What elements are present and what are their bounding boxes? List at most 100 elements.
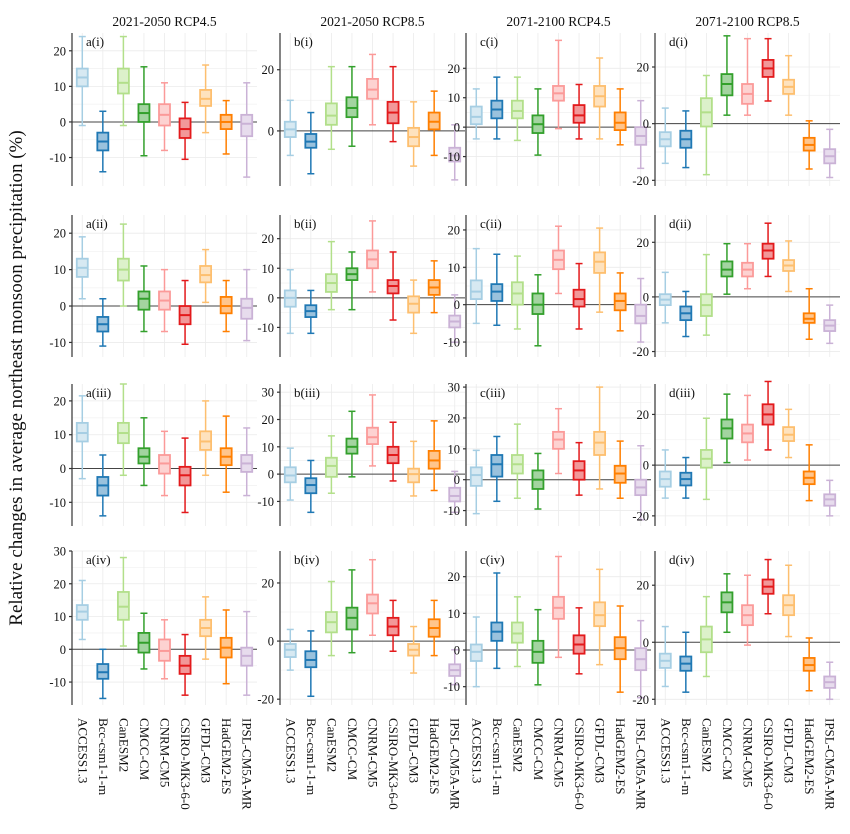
y-tick-label: 0	[643, 459, 649, 473]
panel-biii: -10 0 10 20 30 b(iii)	[257, 384, 465, 526]
box-canesm2	[510, 76, 524, 142]
box-cnrm-cm5	[158, 268, 171, 333]
box-cmcc-cm	[720, 242, 734, 295]
y-tick-label: 0	[268, 124, 274, 138]
box-cnrm-cm5	[741, 574, 754, 646]
box-hadgem2-es	[427, 260, 441, 314]
y-tick-label: 20	[448, 223, 461, 237]
box-bcc-csm1-1-m	[490, 253, 504, 326]
box-bcc-csm1-1-m	[304, 459, 318, 514]
panel-bi: 0 20 b(i)	[262, 33, 465, 186]
y-tick-label: -10	[443, 504, 460, 518]
x-tick-label: Bcc-csm1-1-m	[679, 718, 694, 795]
box-access1-3	[658, 625, 672, 688]
y-tick-label: -10	[257, 495, 274, 509]
panel-label: b(i)	[294, 34, 313, 49]
box-access1-3	[283, 268, 297, 335]
box-csiro-mk3-6-0	[572, 262, 586, 330]
x-tick-label: ACCESS1.3	[469, 718, 484, 783]
panel-div: -20 0 20 d(iv) ACCESS1.3 Bcc-csm1-1-m CanESM2 C…	[632, 551, 840, 810]
box-gfdl-cm3	[593, 57, 607, 140]
box-access1-3	[283, 447, 297, 501]
panel-civ: -10 0 10 20 c(iv) ACCESS1.3 Bcc-csm1-1-m CanESM…	[443, 551, 651, 810]
x-tick-label: GFDL-CM3	[593, 718, 608, 783]
box-access1-3	[75, 395, 89, 480]
panel-label: a(ii)	[86, 216, 108, 231]
panel-label: c(iii)	[480, 385, 505, 400]
x-tick-label: GFDL-CM3	[782, 718, 797, 783]
box-iqr	[490, 454, 504, 478]
box-hadgem2-es	[613, 88, 627, 146]
box-ipsl-cm5a-mr	[448, 470, 462, 514]
y-tick-label: -10	[443, 150, 460, 164]
panel-diii: -20 0 20 d(iii)	[632, 380, 840, 526]
panel-label: b(iii)	[294, 385, 320, 400]
box-bcc-csm1-1-m	[96, 648, 110, 700]
box-iqr	[634, 303, 648, 325]
box-ipsl-cm5a-mr	[240, 82, 254, 178]
y-tick-label: 30	[448, 381, 461, 395]
y-tick-label: -10	[49, 676, 66, 690]
y-tick-label: -10	[443, 336, 460, 350]
box-cmcc-cm	[137, 265, 151, 333]
x-tick-label: HadGEM2-ES	[427, 718, 442, 795]
box-access1-3	[283, 628, 297, 671]
box-cnrm-cm5	[158, 430, 171, 497]
box-cmcc-cm	[720, 393, 734, 464]
panel-aii: -10 0 10 20 a(ii)	[49, 215, 257, 357]
panel-label: a(iii)	[86, 385, 111, 400]
box-csiro-mk3-6-0	[572, 83, 586, 140]
box-cnrm-cm5	[552, 555, 565, 659]
y-tick-label: 0	[454, 298, 460, 312]
box-iqr	[510, 99, 524, 120]
y-tick-label: 20	[637, 61, 650, 75]
panel-ciii: -10 0 10 20 30 c(iii)	[443, 381, 651, 526]
box-iqr	[572, 104, 586, 124]
box-csiro-mk3-6-0	[386, 599, 400, 652]
y-tick-label: 30	[262, 386, 275, 400]
box-canesm2	[510, 596, 524, 668]
box-bcc-csm1-1-m	[96, 454, 110, 517]
box-cnrm-cm5	[552, 225, 565, 295]
box-cmcc-cm	[531, 608, 545, 686]
box-csiro-mk3-6-0	[572, 607, 586, 675]
x-tick-label: CNRM-CM5	[552, 718, 567, 787]
box-gfdl-cm3	[407, 625, 421, 674]
box-canesm2	[116, 223, 130, 307]
y-tick-label: 10	[54, 610, 67, 624]
box-ipsl-cm5a-mr	[448, 124, 462, 181]
x-tick-label: CanESM2	[116, 718, 131, 772]
box-access1-3	[469, 247, 483, 325]
box-csiro-mk3-6-0	[572, 441, 586, 496]
box-bcc-csm1-1-m	[679, 631, 693, 693]
x-tick-label: Bcc-csm1-1-m	[304, 718, 319, 795]
box-iqr	[116, 67, 130, 95]
box-cmcc-cm	[345, 65, 359, 147]
box-access1-3	[75, 236, 89, 300]
box-cnrm-cm5	[552, 407, 565, 475]
box-hadgem2-es	[802, 287, 816, 340]
box-iqr	[240, 113, 254, 138]
y-tick-label: -10	[49, 151, 66, 165]
y-tick-label: -10	[49, 336, 66, 350]
x-tick-label: CSIRO-MK3-6-0	[572, 718, 587, 810]
y-tick-label: 20	[262, 232, 275, 246]
box-hadgem2-es	[219, 279, 233, 333]
column-title-d: 2071-2100 RCP8.5	[695, 14, 800, 29]
box-bcc-csm1-1-m	[490, 76, 504, 140]
panel-label: c(ii)	[480, 216, 502, 231]
box-gfdl-cm3	[199, 64, 213, 134]
x-tick-label: CMCC-CM	[137, 718, 152, 781]
x-tick-label: Bcc-csm1-1-m	[490, 718, 505, 795]
y-tick-label: 20	[262, 576, 275, 590]
y-tick-label: -20	[257, 693, 274, 707]
y-tick-label: 20	[262, 63, 275, 77]
y-tick-label: 20	[637, 236, 650, 250]
panel-cii: -10 0 10 20 c(ii)	[443, 215, 651, 357]
panel-ci: -10 0 10 20 c(i)	[443, 33, 651, 186]
box-hadgem2-es	[427, 420, 441, 492]
box-gfdl-cm3	[593, 227, 607, 313]
panel-ai: -10 0 10 20 a(i)	[49, 33, 257, 186]
box-cnrm-cm5	[741, 242, 754, 290]
x-tick-label: HadGEM2-ES	[802, 718, 817, 795]
